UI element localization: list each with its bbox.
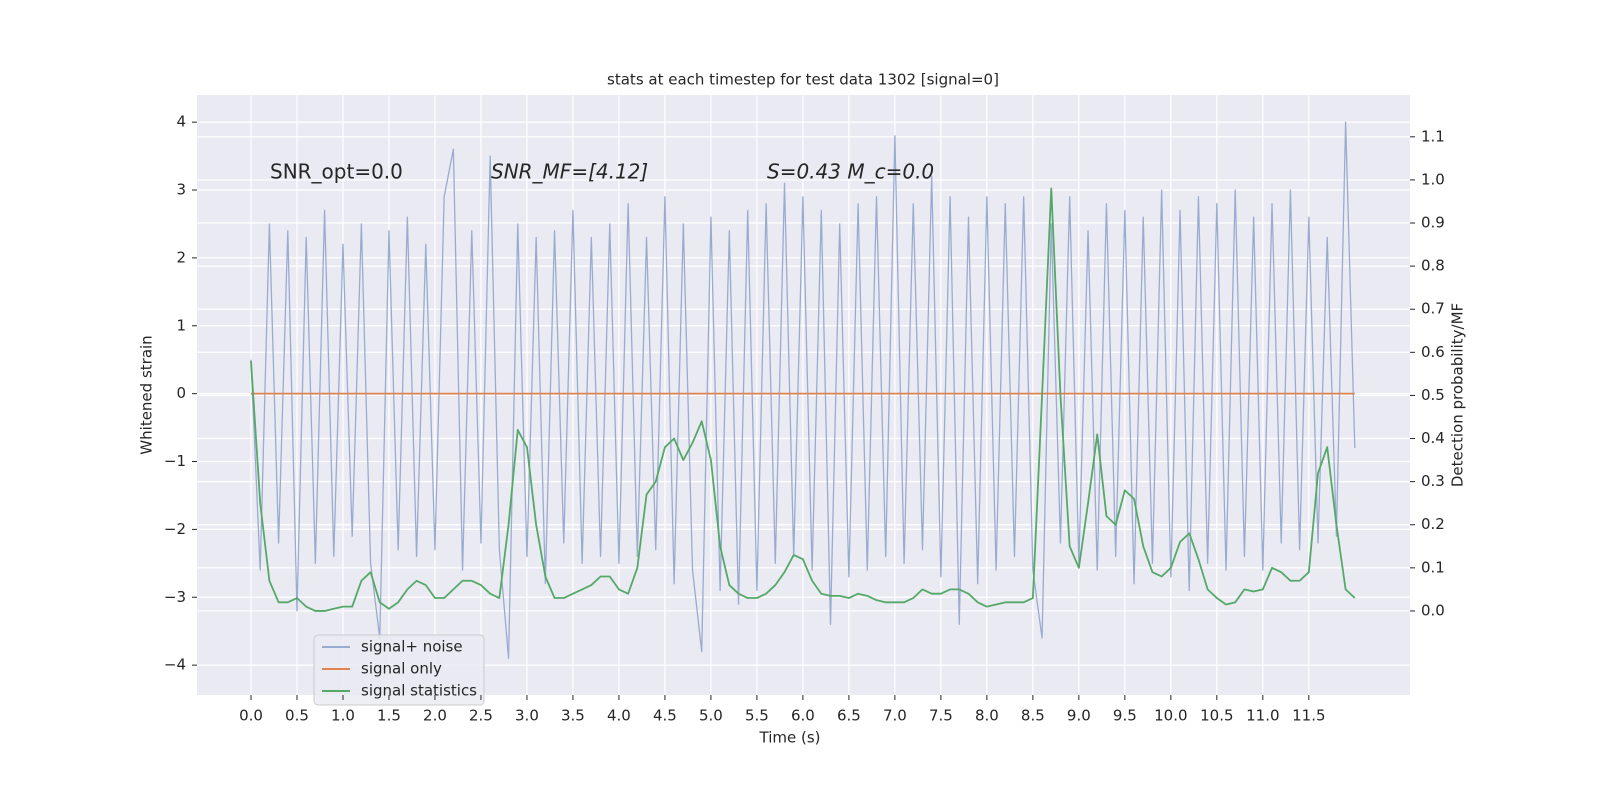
x-tick-label: 7.0 bbox=[883, 707, 907, 725]
x-tick-label: 4.5 bbox=[653, 707, 677, 725]
x-tick-label: 4.0 bbox=[607, 707, 631, 725]
y-tick-label: −2 bbox=[164, 520, 186, 538]
y2-tick-label: 0.8 bbox=[1421, 257, 1445, 275]
x-tick-label: 6.5 bbox=[837, 707, 861, 725]
y2-tick-label: 0.4 bbox=[1421, 429, 1445, 447]
legend: signal+ noise signal only signal statistic… bbox=[313, 634, 485, 706]
annotation: SNR_opt=0.0 bbox=[270, 160, 403, 184]
x-tick-label: 2.0 bbox=[423, 707, 447, 725]
x-tick-label: 8.5 bbox=[1021, 707, 1045, 725]
chart-title: stats at each timestep for test data 130… bbox=[607, 71, 999, 89]
y2-tick-label: 0.3 bbox=[1421, 472, 1445, 490]
x-tick-label: 0.0 bbox=[239, 707, 263, 725]
y-axis-label: Whitened strain bbox=[138, 335, 156, 454]
x-tick-label: 5.5 bbox=[745, 707, 769, 725]
y-tick-label: −1 bbox=[164, 452, 186, 470]
series-line bbox=[250, 121, 1356, 659]
x-tick-label: 8.0 bbox=[975, 707, 999, 725]
legend-box bbox=[313, 634, 485, 706]
x-tick-label: 11.0 bbox=[1246, 707, 1279, 725]
marks bbox=[250, 121, 1356, 659]
x-tick-label: 1.5 bbox=[377, 707, 401, 725]
y-tick-label: 4 bbox=[176, 113, 186, 131]
y-tick-label: 2 bbox=[176, 248, 186, 266]
x-tick-label: 3.5 bbox=[561, 707, 585, 725]
x-tick-label: 2.5 bbox=[469, 707, 493, 725]
annotation: S=0.43 M_c=0.0 bbox=[767, 160, 934, 184]
y2-tick-label: 0.0 bbox=[1421, 601, 1445, 619]
y-tick-label: 0 bbox=[176, 384, 186, 402]
y2-axis-label: Detection probability/MF bbox=[1449, 303, 1467, 487]
y-tick-label: 1 bbox=[176, 316, 186, 334]
x-tick-label: 5.0 bbox=[699, 707, 723, 725]
y-tick-label: 3 bbox=[176, 181, 186, 199]
y2-tick-label: 0.5 bbox=[1421, 386, 1445, 404]
y2-tick-label: 1.1 bbox=[1421, 127, 1445, 145]
legend-label: signal statistics bbox=[361, 682, 477, 700]
x-tick-label: 9.0 bbox=[1067, 707, 1091, 725]
series-line bbox=[250, 187, 1356, 612]
y2-tick-label: 0.1 bbox=[1421, 558, 1445, 576]
x-tick-label: 0.5 bbox=[285, 707, 309, 725]
x-tick-label: 6.0 bbox=[791, 707, 815, 725]
legend-label: signal+ noise bbox=[361, 638, 463, 656]
x-tick-label: 7.5 bbox=[929, 707, 953, 725]
annotation: SNR_MF=[4.12] bbox=[491, 160, 648, 184]
legend-label: signal only bbox=[361, 660, 442, 678]
x-tick-label: 3.0 bbox=[515, 707, 539, 725]
y-tick-label: −3 bbox=[164, 588, 186, 606]
x-tick-label: 10.5 bbox=[1200, 707, 1233, 725]
x-tick-label: 9.5 bbox=[1113, 707, 1137, 725]
x-tick-label: 11.5 bbox=[1292, 707, 1325, 725]
grid bbox=[197, 95, 1410, 695]
y2-tick-label: 0.9 bbox=[1421, 214, 1445, 232]
y2-tick-label: 0.2 bbox=[1421, 515, 1445, 533]
y2-tick-label: 1.0 bbox=[1421, 170, 1445, 188]
y-tick-label: −4 bbox=[164, 656, 186, 674]
y2-tick-label: 0.7 bbox=[1421, 300, 1445, 318]
x-tick-label: 1.0 bbox=[331, 707, 355, 725]
x-tick-label: 10.0 bbox=[1154, 707, 1187, 725]
x-axis-label: Time (s) bbox=[759, 729, 821, 747]
y2-tick-label: 0.6 bbox=[1421, 343, 1445, 361]
